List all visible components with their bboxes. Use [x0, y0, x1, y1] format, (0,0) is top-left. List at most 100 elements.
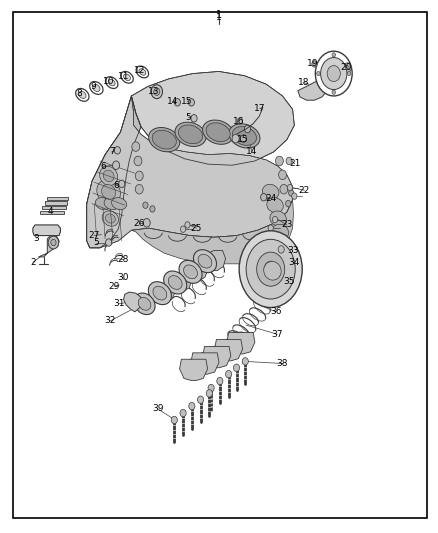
Text: 6: 6	[113, 181, 119, 190]
Ellipse shape	[99, 166, 118, 185]
Text: 37: 37	[272, 330, 283, 338]
Circle shape	[244, 125, 251, 133]
Text: 17: 17	[254, 104, 265, 113]
Ellipse shape	[264, 261, 281, 280]
Text: 35: 35	[283, 277, 295, 286]
Polygon shape	[215, 340, 243, 361]
Circle shape	[286, 157, 292, 165]
Circle shape	[119, 180, 125, 188]
Text: 32: 32	[105, 317, 116, 325]
Circle shape	[135, 184, 143, 194]
Circle shape	[132, 142, 140, 151]
Circle shape	[286, 200, 291, 207]
Ellipse shape	[102, 211, 119, 226]
Text: 2: 2	[30, 258, 35, 266]
Ellipse shape	[206, 123, 230, 142]
Circle shape	[240, 135, 247, 142]
Polygon shape	[33, 225, 60, 236]
Circle shape	[332, 90, 336, 94]
Text: 28: 28	[118, 255, 129, 264]
Ellipse shape	[153, 286, 167, 300]
Circle shape	[174, 99, 180, 106]
Ellipse shape	[97, 180, 120, 204]
Polygon shape	[298, 80, 328, 100]
Text: 9: 9	[90, 82, 96, 91]
Text: 6: 6	[100, 162, 106, 171]
Text: 1: 1	[216, 13, 222, 21]
Circle shape	[185, 222, 190, 228]
Circle shape	[327, 66, 340, 82]
Circle shape	[154, 88, 160, 95]
Polygon shape	[205, 251, 226, 271]
Ellipse shape	[148, 127, 180, 152]
Circle shape	[237, 118, 243, 124]
Circle shape	[315, 51, 352, 96]
Circle shape	[106, 239, 112, 246]
Text: 7: 7	[109, 148, 115, 156]
Circle shape	[272, 216, 278, 223]
Circle shape	[321, 58, 347, 90]
Circle shape	[48, 236, 59, 249]
Ellipse shape	[103, 170, 114, 182]
Circle shape	[279, 170, 286, 180]
Text: 20: 20	[340, 63, 352, 72]
Polygon shape	[203, 346, 231, 368]
Circle shape	[312, 61, 317, 67]
Ellipse shape	[79, 91, 86, 99]
Polygon shape	[186, 261, 208, 281]
Polygon shape	[47, 197, 68, 200]
Circle shape	[242, 358, 248, 365]
Circle shape	[189, 402, 195, 410]
Polygon shape	[124, 292, 142, 312]
Ellipse shape	[202, 120, 234, 144]
Circle shape	[143, 202, 148, 208]
Ellipse shape	[106, 77, 118, 88]
Ellipse shape	[272, 224, 289, 239]
Ellipse shape	[90, 82, 103, 94]
Text: 11: 11	[118, 72, 129, 80]
Text: 30: 30	[117, 273, 128, 281]
Polygon shape	[87, 96, 293, 248]
Polygon shape	[191, 353, 219, 374]
Circle shape	[180, 409, 186, 417]
Polygon shape	[153, 284, 175, 304]
Text: 19: 19	[307, 60, 319, 68]
Ellipse shape	[152, 130, 177, 149]
Circle shape	[343, 63, 351, 72]
Polygon shape	[39, 235, 59, 257]
Polygon shape	[87, 96, 141, 248]
Text: 24: 24	[265, 194, 276, 203]
Text: 33: 33	[288, 246, 299, 255]
Text: 12: 12	[134, 66, 145, 75]
Circle shape	[134, 156, 142, 166]
Ellipse shape	[198, 254, 212, 268]
Polygon shape	[45, 201, 67, 205]
Ellipse shape	[164, 271, 187, 294]
Text: 13: 13	[148, 87, 159, 96]
Circle shape	[261, 193, 267, 201]
Polygon shape	[131, 200, 293, 264]
Circle shape	[198, 396, 204, 403]
Circle shape	[287, 184, 293, 191]
Circle shape	[226, 370, 232, 378]
Circle shape	[233, 364, 240, 372]
Text: 14: 14	[246, 148, 258, 156]
Circle shape	[151, 85, 162, 99]
Polygon shape	[180, 359, 208, 381]
Ellipse shape	[93, 84, 100, 92]
Ellipse shape	[232, 126, 257, 146]
Text: 5: 5	[185, 113, 191, 122]
Ellipse shape	[267, 198, 283, 213]
Ellipse shape	[106, 214, 115, 223]
Text: 23: 23	[281, 221, 293, 229]
Circle shape	[278, 246, 284, 253]
Circle shape	[171, 416, 177, 424]
Circle shape	[217, 377, 223, 385]
Ellipse shape	[138, 297, 151, 310]
Text: 5: 5	[93, 238, 99, 247]
Polygon shape	[40, 211, 64, 214]
Polygon shape	[131, 71, 294, 165]
Text: 4: 4	[48, 207, 53, 216]
Polygon shape	[42, 206, 66, 209]
Text: 14: 14	[167, 97, 179, 106]
